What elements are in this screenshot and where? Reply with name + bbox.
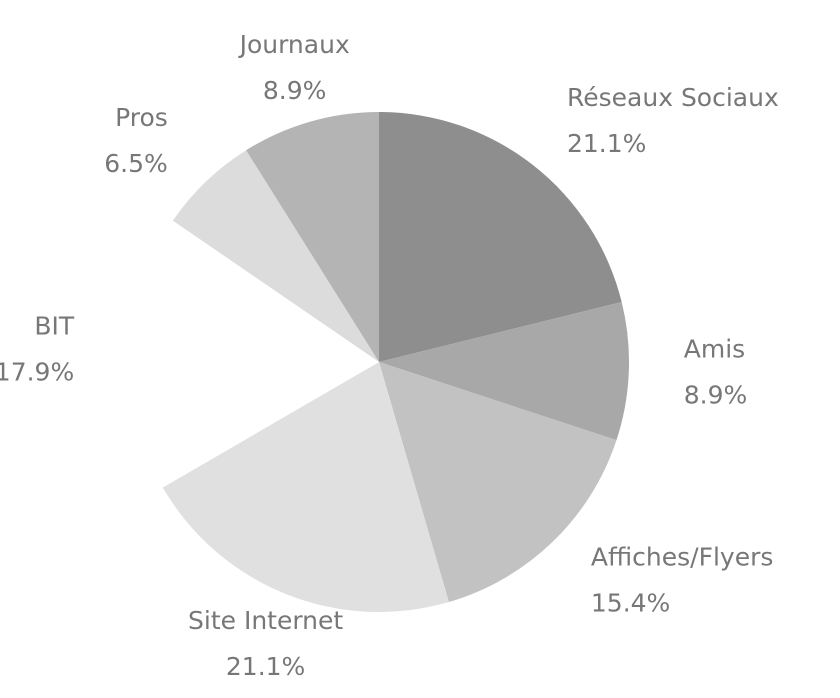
pie-slice: [129, 220, 379, 488]
pie-slice: [246, 112, 379, 362]
slice-value: 21.1%: [567, 129, 646, 158]
pie-slice: [172, 150, 379, 362]
slice-value: 21.1%: [226, 652, 305, 681]
slice-label: Site Internet: [188, 606, 343, 635]
pie-slice: [162, 362, 449, 612]
slice-value: 8.9%: [684, 381, 748, 410]
slice-value: 15.4%: [591, 588, 670, 617]
slice-label: Pros: [115, 103, 168, 132]
slice-label: BIT: [34, 311, 75, 340]
slice-label: Réseaux Sociaux: [567, 83, 779, 112]
pie-slice: [379, 362, 617, 603]
slice-label: Amis: [684, 335, 745, 364]
slice-label: Affiches/Flyers: [591, 542, 774, 571]
slice-label: Journaux: [238, 30, 350, 59]
slice-value: 17.9%: [0, 357, 74, 386]
pie-slice: [379, 301, 630, 441]
slice-value: 8.9%: [263, 76, 327, 105]
slice-value: 6.5%: [104, 149, 168, 178]
pie-slice: [379, 112, 622, 362]
